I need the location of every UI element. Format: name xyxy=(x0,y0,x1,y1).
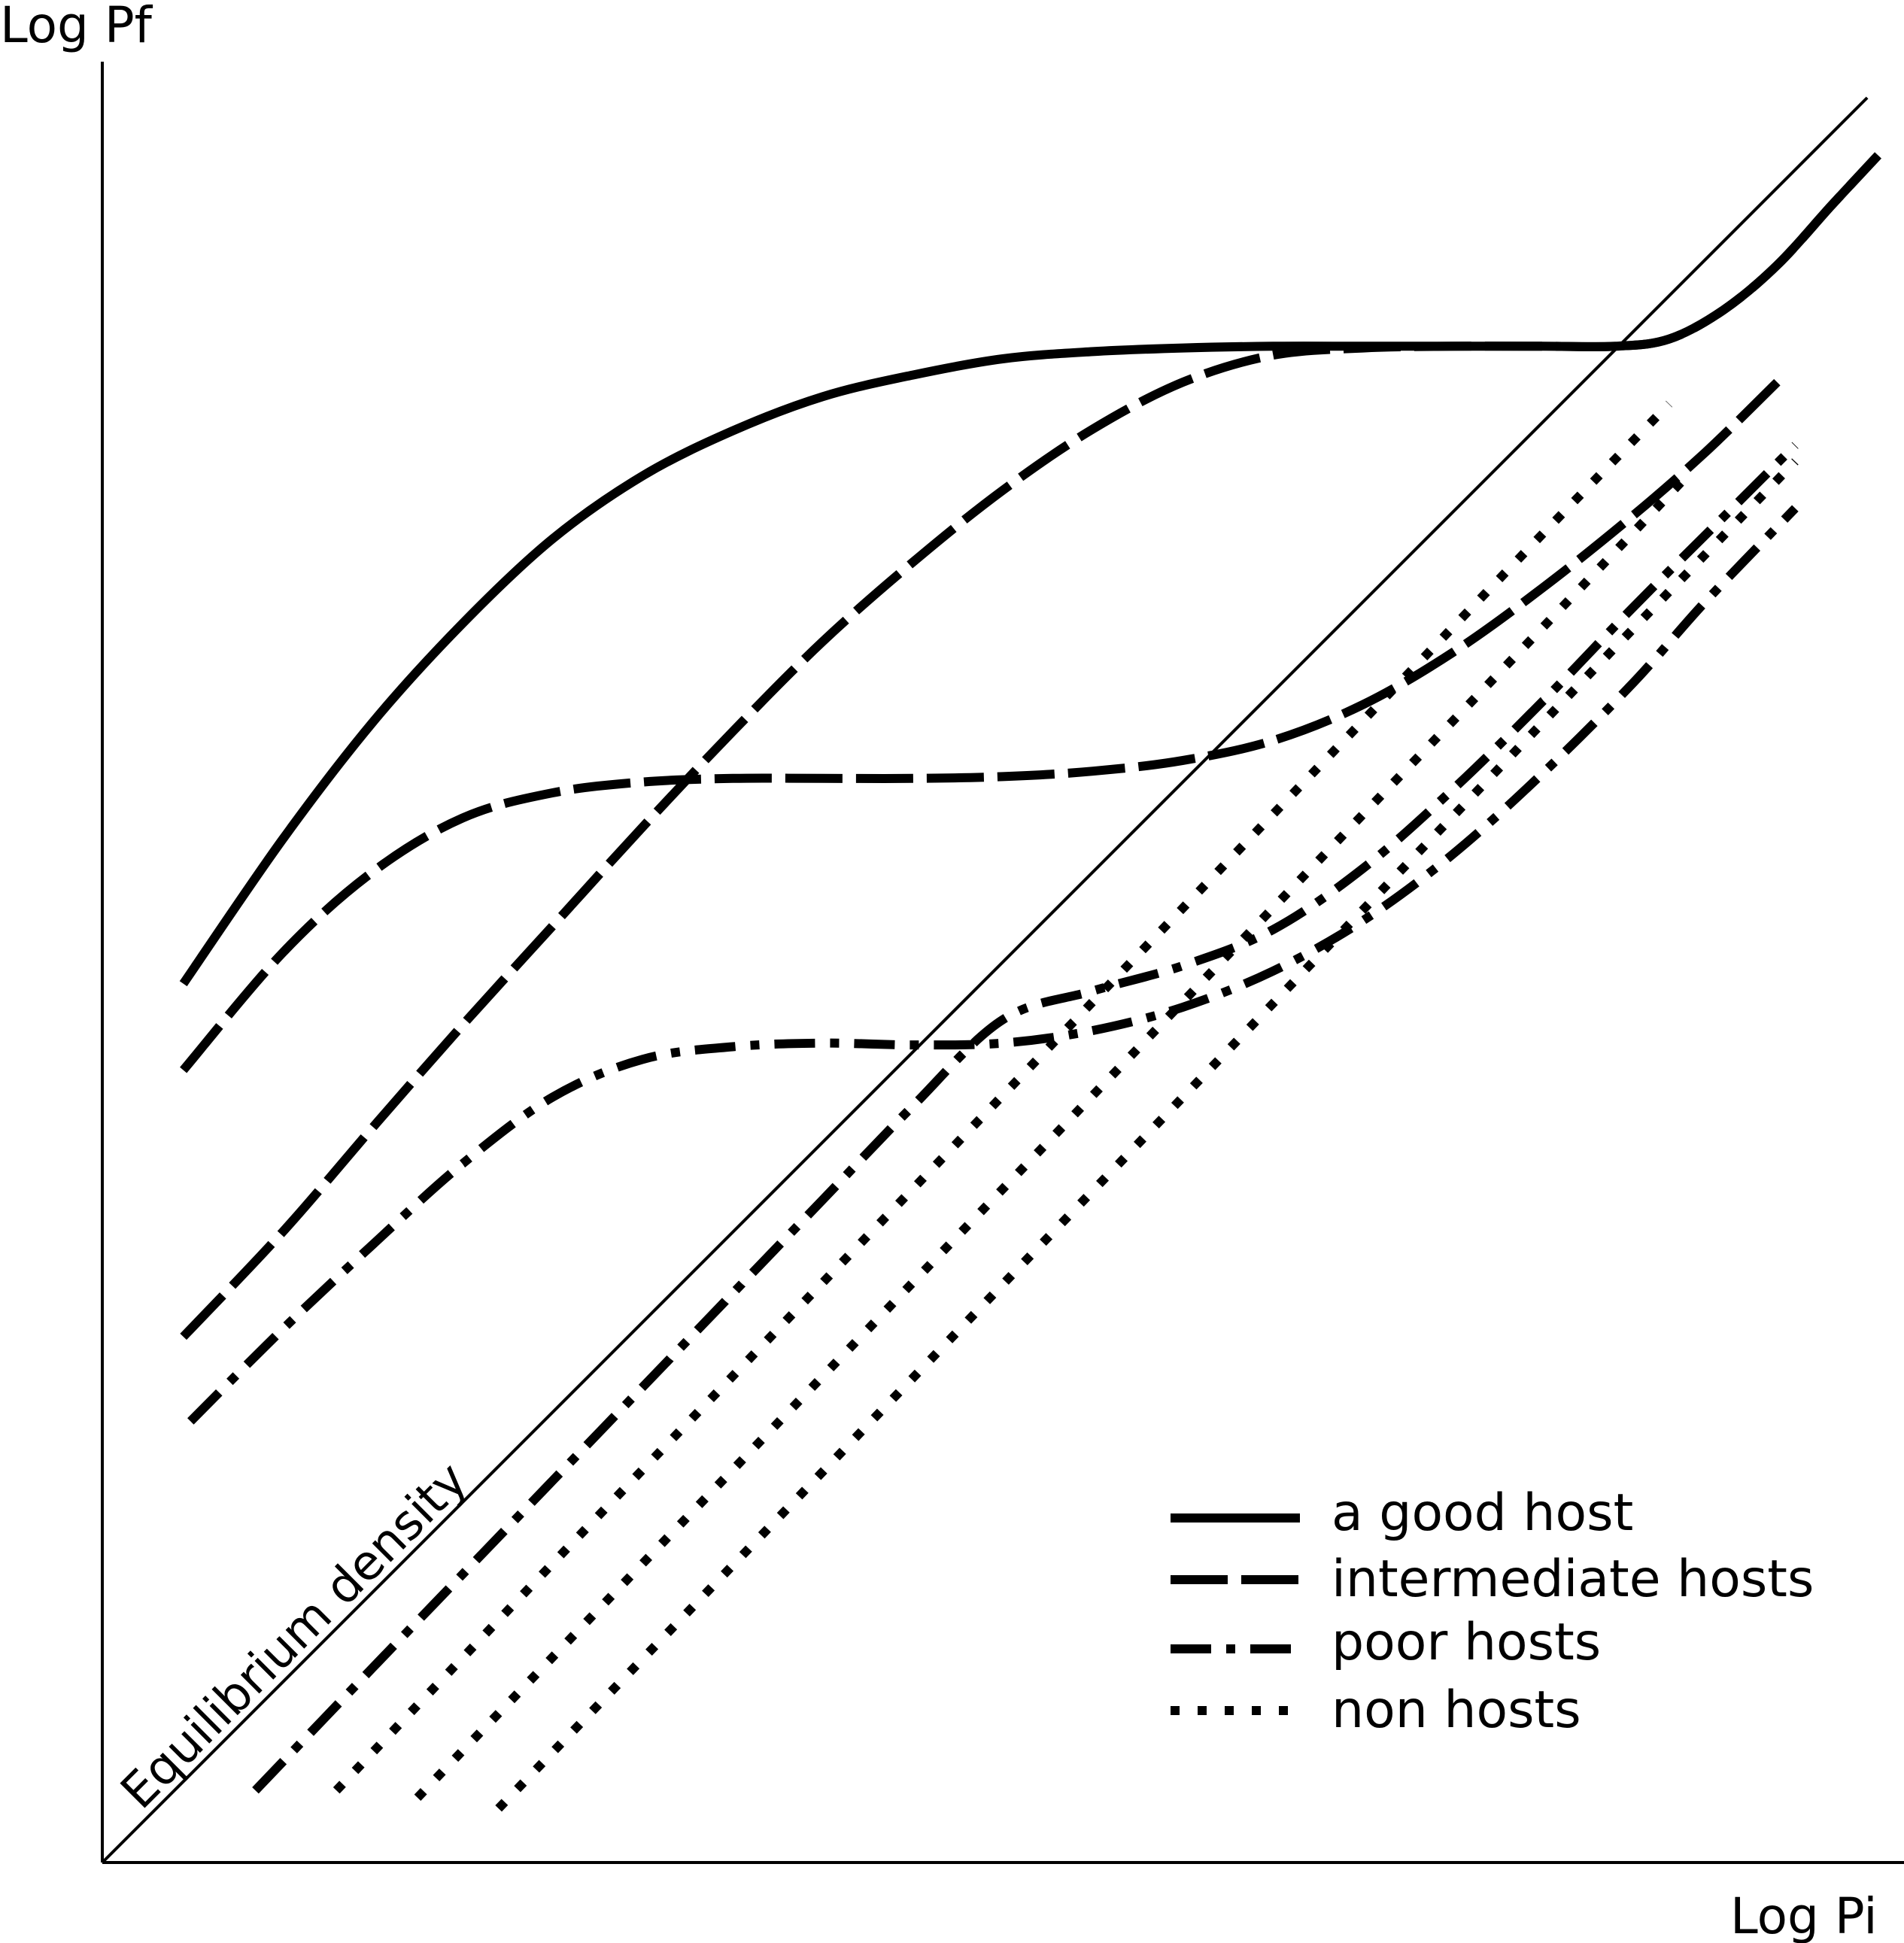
series-line-poor-hosts-2 xyxy=(252,442,1799,1794)
series-line-poor-hosts-1 xyxy=(187,505,1799,1425)
legend-label: intermediate hosts xyxy=(1332,1550,1814,1609)
legend-label: poor hosts xyxy=(1332,1613,1601,1672)
series-line-a-good-host-1 xyxy=(179,152,1881,987)
axes xyxy=(101,62,1904,1864)
legend-label: non hosts xyxy=(1332,1680,1581,1740)
legend: a good host intermediate hosts poor host… xyxy=(1171,1483,1814,1740)
series-line-non-hosts-1 xyxy=(333,400,1673,1794)
series-non-hosts xyxy=(333,400,1799,1812)
series-a-good-host xyxy=(179,152,1881,987)
legend-item-poor-hosts: poor hosts xyxy=(1171,1613,1601,1672)
legend-item-non-hosts: non hosts xyxy=(1171,1680,1581,1740)
y-axis-label: Log Pf xyxy=(0,0,153,54)
equilibrium-density-label: Equilibrium density xyxy=(111,1452,478,1820)
series-poor-hosts xyxy=(187,442,1799,1794)
x-axis-label: Log Pi xyxy=(1730,1887,1878,1943)
series-line-intermediate-hosts-2 xyxy=(180,378,1781,1073)
equilibrium-line xyxy=(101,96,1869,1864)
legend-label: a good host xyxy=(1332,1483,1633,1543)
series-line-non-hosts-3 xyxy=(495,458,1799,1812)
equilibrium-line-group xyxy=(101,96,1869,1864)
series-intermediate-hosts xyxy=(180,152,1881,1340)
legend-item-a-good-host: a good host xyxy=(1171,1483,1633,1543)
series-group xyxy=(179,152,1881,1812)
legend-item-intermediate-hosts: intermediate hosts xyxy=(1171,1550,1814,1609)
series-line-intermediate-hosts-1 xyxy=(180,152,1881,1340)
